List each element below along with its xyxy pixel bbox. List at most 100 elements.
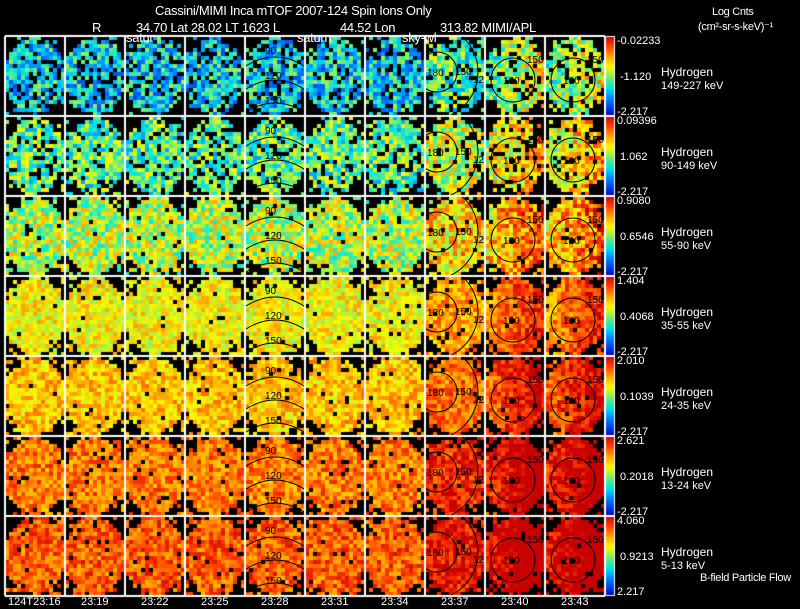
contour-label: 12: [473, 75, 485, 86]
colorbar-min-label: -2.217: [617, 426, 649, 438]
contour-label: 180: [427, 388, 444, 399]
contour-label: 12: [473, 155, 485, 166]
contour-group: 90 120 150: [246, 446, 304, 513]
contour-label: 150: [527, 215, 544, 226]
contour-label: 120: [265, 391, 282, 402]
contour-label: 150: [455, 467, 472, 478]
time-tick-label: 23:19: [81, 596, 109, 608]
time-tick-label: 23:37: [441, 596, 469, 608]
units-title: Log Cnts: [712, 6, 754, 18]
contour-label: 150: [455, 387, 472, 398]
contour-group: 90 120 150: [246, 366, 304, 433]
contour-label: 120: [265, 151, 282, 162]
contour-label: 150: [527, 535, 544, 546]
energy-range-label: 5-13 keV: [661, 560, 706, 572]
contour-label: 12: [473, 475, 485, 486]
contour-label: 120: [265, 231, 282, 242]
colorbar-mid-label: -1.120: [620, 71, 652, 83]
colorbar-mid-label: 0.1039: [620, 391, 654, 403]
colorbar-max-label: 1.404: [617, 275, 645, 287]
contour-label: 180: [427, 468, 444, 479]
colorbar-max-label: -0.02233: [617, 35, 661, 47]
colorbar-max-label: 0.9080: [617, 195, 651, 207]
lon-label: 44.52 Lon: [340, 20, 396, 35]
contour-label: 12: [473, 315, 485, 326]
colorbar-min-label: -2.217: [617, 346, 649, 358]
sky-label: sky-wl: [402, 30, 437, 45]
time-tick-label: 23:28: [261, 596, 289, 608]
contour-label: 180: [427, 548, 444, 559]
species-label: Hydrogen: [661, 465, 714, 479]
contour-group: 90 120 150: [246, 286, 304, 353]
colorbar-max-label: 2.010: [617, 355, 645, 367]
contour-label: 90: [265, 126, 277, 137]
contour-label: 90: [265, 446, 277, 457]
time-tick-label: 23:43: [561, 596, 589, 608]
contour-label: 150: [587, 375, 604, 386]
energy-range-label: 90-149 keV: [661, 160, 718, 172]
energy-range-label: 24-35 keV: [661, 400, 712, 412]
contour-label: 12: [473, 235, 485, 246]
contour-label: 150: [455, 227, 472, 238]
colorbar-min-label: -2.217: [617, 186, 649, 198]
contour-label: 150: [587, 215, 604, 226]
contour-label: 150: [527, 135, 544, 146]
contour-label: 150: [527, 375, 544, 386]
contour-label: 90: [265, 46, 277, 57]
satur-label: satur: [126, 30, 154, 45]
contour-label: 120: [265, 311, 282, 322]
contour-label: 150: [455, 547, 472, 558]
energy-range-label: 55-90 keV: [661, 240, 712, 252]
contour-label: 180: [427, 228, 444, 239]
position-info: 34.70 Lat 28.02 LT 1623 L: [136, 20, 280, 35]
contour-label: 120: [265, 471, 282, 482]
plot-title: Cassini/MIMI Inca mTOF 2007-124 Spin Ion…: [155, 3, 432, 18]
contour-label: 150: [587, 135, 604, 146]
time-tick-label: 23:31: [321, 596, 349, 608]
contour-label: 90: [265, 206, 277, 217]
contour-label: 180: [427, 68, 444, 79]
contour-label: 150: [527, 295, 544, 306]
contour-label: 150: [455, 67, 472, 78]
contour-label: 150: [587, 55, 604, 66]
species-label: Hydrogen: [661, 225, 714, 239]
colorbar-max-label: 2.621: [617, 435, 645, 447]
contour-label: 150: [265, 96, 282, 107]
colorbar-mid-label: 0.4068: [620, 311, 654, 323]
contour-label: 12: [473, 555, 485, 566]
species-label: Hydrogen: [661, 545, 714, 559]
contour-label: 150: [455, 307, 472, 318]
colorbar-mid-label: 0.9213: [620, 551, 654, 563]
contour-label: 180: [427, 308, 444, 319]
colorbar-mid-label: 0.6546: [620, 231, 654, 243]
contour-label: 150: [265, 176, 282, 187]
contour-label: 150: [587, 455, 604, 466]
lon-value: 313.82 MIMI/APL: [440, 20, 536, 35]
contour-group: 90 120 150: [246, 206, 304, 273]
time-tick-label: 23:22: [141, 596, 169, 608]
bfield-flow-label: B-field Particle Flow: [700, 572, 791, 584]
r-label: R: [92, 20, 102, 35]
energy-range-label: 13-24 keV: [661, 480, 712, 492]
energy-range-label: 35-55 keV: [661, 320, 712, 332]
colorbar-max-label: 4.060: [617, 515, 645, 527]
contour-label: 150: [455, 147, 472, 158]
colorbar-min-label: -2.217: [617, 506, 649, 518]
energy-range-label: 149-227 keV: [661, 80, 724, 92]
contour-label: 120: [265, 71, 282, 82]
species-label: Hydrogen: [661, 65, 714, 79]
contour-label: 150: [587, 535, 604, 546]
time-tick-label: 23:25: [201, 596, 229, 608]
